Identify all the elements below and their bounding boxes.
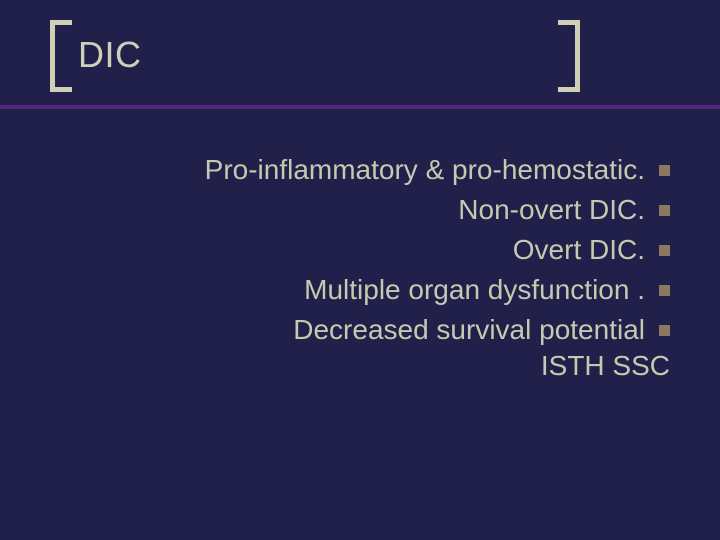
list-item-text: Multiple organ dysfunction . <box>304 274 659 306</box>
bullet-icon <box>659 165 670 176</box>
list-item: Non-overt DIC. <box>50 190 670 230</box>
list-item: Multiple organ dysfunction . <box>50 270 670 310</box>
footer-text: ISTH SSC <box>541 350 670 390</box>
bracket-left-icon <box>50 20 72 92</box>
title-block: DIC <box>50 20 580 92</box>
list-item: Decreased survival potential <box>50 310 670 350</box>
bullet-icon <box>659 205 670 216</box>
bracket-right-icon <box>558 20 580 92</box>
bullet-icon <box>659 245 670 256</box>
footer-row: ISTH SSC <box>50 350 670 390</box>
list-item-text: Overt DIC. <box>513 234 659 266</box>
slide: DIC Pro-inflammatory & pro-hemostatic. N… <box>0 0 720 540</box>
list-item: Overt DIC. <box>50 230 670 270</box>
list-item: Pro-inflammatory & pro-hemostatic. <box>50 150 670 190</box>
list-item-text: Decreased survival potential <box>293 314 659 346</box>
title-underline <box>0 105 720 109</box>
bullet-icon <box>659 285 670 296</box>
list-item-text: Pro-inflammatory & pro-hemostatic. <box>205 154 659 186</box>
bullet-icon <box>659 325 670 336</box>
list-item-text: Non-overt DIC. <box>458 194 659 226</box>
slide-body: Pro-inflammatory & pro-hemostatic. Non-o… <box>50 150 670 390</box>
slide-title: DIC <box>78 34 142 76</box>
